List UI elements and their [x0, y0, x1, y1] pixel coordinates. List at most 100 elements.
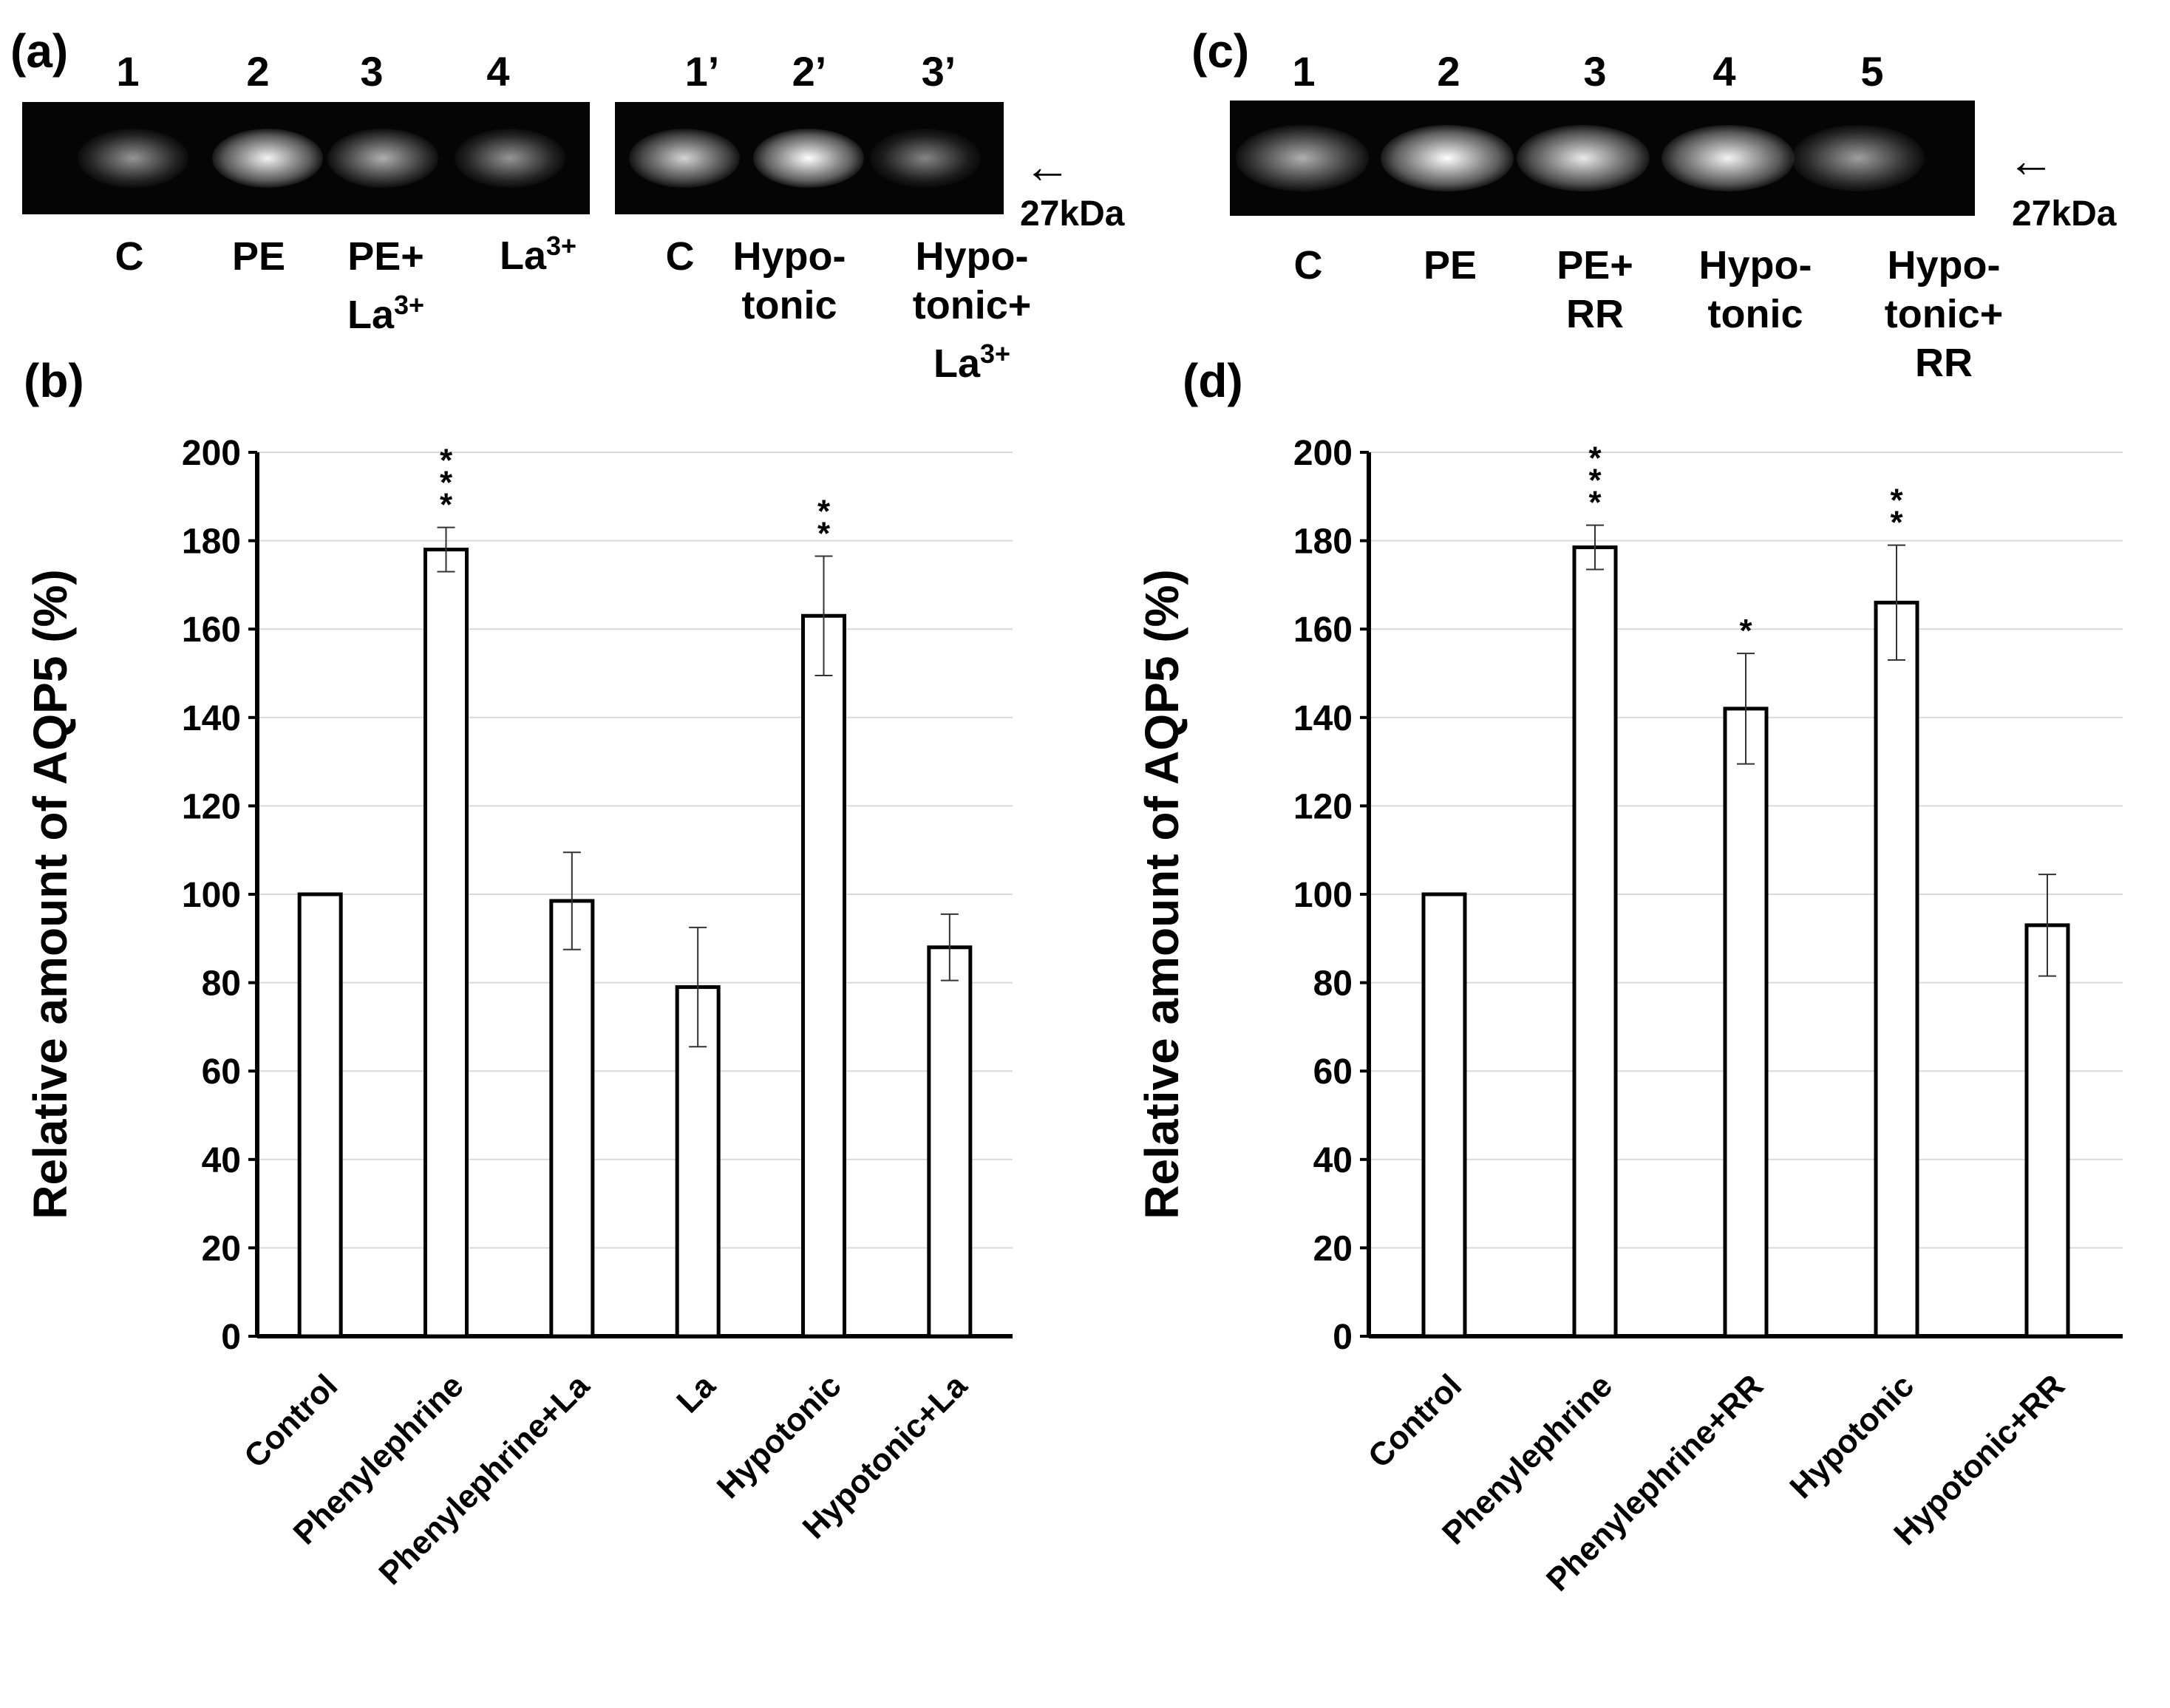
lane-number: 1 — [1292, 48, 1316, 95]
panel-label-c: (c) — [1191, 24, 1250, 78]
protein-band — [1517, 125, 1650, 191]
protein-band — [753, 129, 864, 188]
bar — [1874, 600, 1919, 1338]
protein-band — [1792, 125, 1925, 191]
y-axis-label: Relative amount of AQP5 (%) — [1135, 569, 1188, 1219]
significance-mark: * — [440, 465, 453, 501]
lane-label: PE — [1423, 243, 1477, 287]
protein-band — [629, 129, 740, 188]
protein-band — [78, 129, 188, 188]
y-tick-label: 0 — [221, 1318, 241, 1357]
y-tick-label: 60 — [202, 1052, 241, 1092]
bar — [1421, 892, 1467, 1338]
significance-mark: * — [440, 487, 453, 523]
significance-mark: * — [1739, 613, 1752, 649]
y-axis-label: Relative amount of AQP5 (%) — [24, 569, 77, 1219]
x-tick-label: La — [670, 1367, 722, 1420]
significance-mark: * — [1588, 463, 1602, 499]
y-tick-label: 200 — [182, 434, 241, 473]
y-tick-label: 80 — [1313, 964, 1353, 1004]
panel-label-a: (a) — [10, 24, 69, 78]
y-tick-label: 180 — [1293, 523, 1353, 562]
lane-label: Hypo-tonic+ La3+ — [912, 234, 1032, 386]
lane-number: 2 — [1437, 48, 1460, 95]
y-tick-label: 120 — [182, 787, 241, 826]
y-tick-label: 40 — [1313, 1141, 1353, 1180]
y-tick-label: 0 — [1333, 1318, 1353, 1357]
bar — [424, 548, 469, 1338]
x-tick-label: Hypotonic — [710, 1367, 848, 1505]
bar-chart-b: 0 20 40 60 80 100 120 140 160 180 200 Relative amou… — [24, 434, 1013, 1592]
protein-band — [870, 129, 981, 188]
x-tick-label: Hypotonic — [1783, 1367, 1921, 1505]
y-tick-label: 100 — [1293, 876, 1353, 915]
lane-label: C — [115, 234, 144, 279]
y-tick-label: 60 — [1313, 1052, 1353, 1092]
lane-number: 4 — [1712, 48, 1736, 95]
lane-number: 3 — [1583, 48, 1607, 95]
arrow-icon: ← — [2007, 134, 2055, 187]
lane-label: Hypo-tonic+ RR — [1884, 243, 2004, 385]
y-tick-label: 160 — [1293, 610, 1353, 650]
lane-label: PE+ RR — [1557, 243, 1633, 336]
lane-number: 3 — [360, 48, 384, 95]
panel-label-d: (d) — [1183, 354, 1243, 407]
bar — [297, 892, 343, 1338]
y-tick-label: 160 — [182, 610, 241, 650]
western-blot-gel-a2 — [615, 102, 1004, 214]
marker-label-c: 27kDa — [2012, 194, 2117, 234]
significance-mark: * — [817, 516, 831, 552]
y-tick-label: 40 — [202, 1141, 241, 1180]
protein-band — [455, 129, 565, 188]
bar — [1723, 707, 1769, 1338]
lane-label: Hypo-tonic — [732, 234, 846, 327]
marker-label-a: 27kDa — [1020, 194, 1125, 234]
arrow-icon: ← — [1024, 140, 1071, 193]
x-tick-label: Control — [1361, 1367, 1469, 1474]
x-tick-label: Control — [237, 1367, 344, 1474]
bar — [2024, 923, 2070, 1338]
y-tick-label: 200 — [1293, 434, 1353, 473]
y-tick-label: 20 — [202, 1229, 241, 1268]
protein-band — [1661, 125, 1795, 191]
significance-mark: * — [1588, 485, 1602, 521]
y-tick-label: 20 — [1313, 1229, 1353, 1268]
significance-mark: * — [817, 494, 831, 530]
bar-chart-d: 0 20 40 60 80 100 120 140 160 180 200 Relative amou… — [1135, 434, 2123, 1599]
significance-mark: * — [1588, 440, 1602, 477]
lane-label: C — [1293, 243, 1323, 287]
y-tick-label: 140 — [182, 699, 241, 738]
western-blot-gel-a1 — [22, 102, 590, 214]
lane-number: 2’ — [792, 48, 827, 95]
bar — [801, 613, 846, 1338]
protein-band — [1236, 125, 1369, 191]
lane-label: C — [665, 234, 695, 279]
western-blot-gel-c — [1230, 101, 1975, 216]
lane-label: Hypo-tonic — [1698, 243, 1812, 336]
lane-label: PE — [231, 234, 286, 279]
lane-number: 1 — [116, 48, 140, 95]
y-tick-label: 80 — [202, 964, 241, 1004]
lane-number: 3’ — [921, 48, 956, 95]
y-tick-label: 140 — [1293, 699, 1353, 738]
significance-mark: * — [1890, 483, 1903, 519]
lane-number: 5 — [1860, 48, 1884, 95]
protein-band — [327, 129, 438, 188]
protein-band — [1381, 125, 1514, 191]
lane-label: PE+ La3+ — [347, 234, 425, 337]
protein-band — [212, 129, 323, 188]
bar — [1572, 545, 1618, 1338]
x-tick-label: Phenylephrine+La — [372, 1367, 596, 1592]
significance-mark: * — [440, 443, 453, 479]
y-tick-label: 180 — [182, 523, 241, 562]
lane-number: 2 — [246, 48, 270, 95]
lane-label: La3+ — [499, 231, 577, 278]
panel-label-b: (b) — [24, 354, 84, 407]
y-tick-label: 100 — [182, 876, 241, 915]
y-tick-label: 120 — [1293, 787, 1353, 826]
bar — [549, 899, 595, 1338]
lane-number: 1’ — [684, 48, 720, 95]
significance-mark: * — [1890, 505, 1903, 541]
lane-number: 4 — [486, 48, 510, 95]
bar — [927, 945, 973, 1338]
